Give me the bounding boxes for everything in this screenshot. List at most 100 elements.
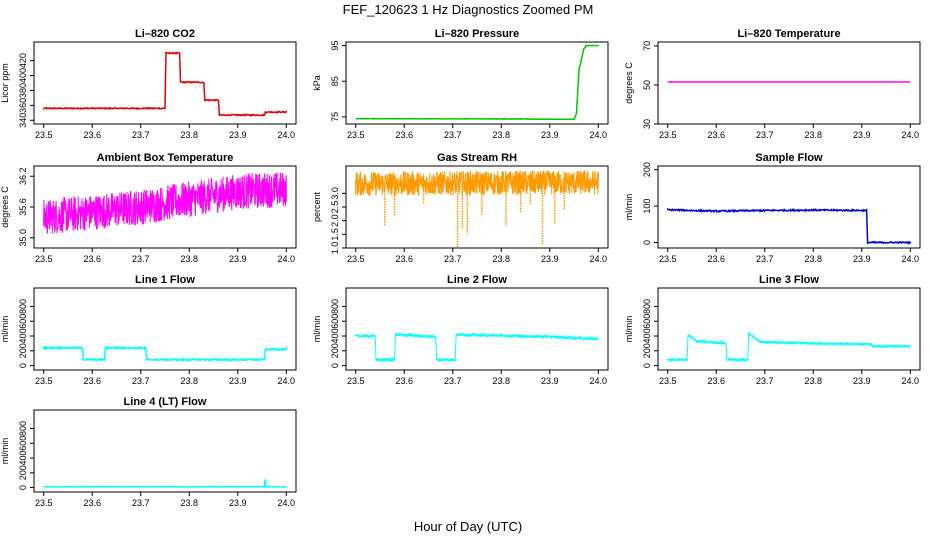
y-tick-label: 1.0 (330, 242, 340, 255)
x-tick-label: 23.6 (707, 130, 725, 140)
series-line (666, 207, 912, 245)
series-line (43, 172, 287, 234)
series-line (355, 331, 599, 363)
y-tick-label: 1.5 (330, 228, 340, 241)
x-tick-label: 23.6 (83, 254, 101, 264)
x-tick-label: 23.7 (756, 130, 774, 140)
panel-title: Li–820 CO2 (135, 28, 195, 40)
x-tick-label: 23.5 (35, 498, 53, 508)
y-tick-label: 400 (18, 68, 28, 83)
x-tick-label: 23.9 (229, 376, 247, 386)
plot-frame (657, 287, 921, 371)
x-tick-label: 23.5 (659, 130, 677, 140)
series-line (355, 44, 600, 121)
x-tick-label: 23.9 (853, 254, 871, 264)
y-tick-label: 400 (18, 329, 28, 344)
y-tick-label: 800 (18, 421, 28, 436)
series-line (42, 479, 288, 488)
x-tick-label: 23.8 (804, 130, 822, 140)
series-line (355, 169, 599, 198)
x-tick-label: 24.0 (590, 254, 608, 264)
plot-frame (33, 41, 297, 125)
panel-title: Line 1 Flow (135, 274, 195, 286)
y-tick-label: 400 (330, 329, 340, 344)
y-tick-label: 800 (18, 299, 28, 314)
x-tick-label: 23.8 (804, 376, 822, 386)
x-tick-label: 23.9 (541, 254, 559, 264)
plot-frame (33, 287, 297, 371)
panel-title: Line 2 Flow (447, 274, 507, 286)
panel-title: Line 4 (LT) Flow (124, 396, 207, 408)
y-tick-label: 36.2 (18, 167, 28, 185)
x-tick-label: 24.0 (278, 254, 296, 264)
x-tick-label: 23.9 (229, 498, 247, 508)
figure-title: FEF_120623 1 Hz Diagnostics Zoomed PM (343, 2, 594, 17)
panel-7: Line 2 Flow ml/min 23.5 23.6 23.7 23.8 23.9 24.… (312, 274, 609, 386)
x-tick-label: 23.5 (35, 376, 53, 386)
y-tick-label: 75 (330, 112, 340, 122)
y-tick-label: 35.6 (18, 198, 28, 216)
x-tick-label: 23.8 (180, 130, 198, 140)
y-tick-label: 200 (642, 162, 652, 177)
y-tick-label: 600 (18, 436, 28, 451)
panel-4: Gas Stream RH percent 23.5 23.6 23.7 23.8 23.9… (312, 152, 609, 264)
x-tick-label: 23.9 (853, 130, 871, 140)
y-tick-label: 100 (642, 199, 652, 214)
x-tick-label: 23.9 (229, 130, 247, 140)
panel-title: Gas Stream RH (437, 152, 517, 164)
x-tick-label: 23.6 (83, 130, 101, 140)
x-tick-label: 23.8 (492, 254, 510, 264)
x-tick-label: 23.9 (541, 130, 559, 140)
series-line (42, 345, 288, 363)
plot-frame (345, 287, 609, 371)
x-tick-label: 23.7 (444, 254, 462, 264)
y-axis-label: ml/min (624, 194, 634, 221)
y-tick-label: 400 (18, 451, 28, 466)
x-tick-label: 23.7 (444, 376, 462, 386)
x-tick-label: 23.8 (492, 130, 510, 140)
x-tick-label: 23.7 (132, 376, 150, 386)
panel-6: Line 1 Flow ml/min 23.5 23.6 23.7 23.8 23.9 24.… (0, 274, 297, 386)
x-tick-label: 23.5 (347, 376, 365, 386)
x-tick-label: 23.8 (492, 376, 510, 386)
panel-3: Ambient Box Temperature degrees C 23.5 23.6… (0, 152, 297, 264)
x-tick-label: 23.6 (707, 254, 725, 264)
x-tick-label: 23.7 (756, 376, 774, 386)
y-tick-label: 380 (18, 83, 28, 98)
x-tick-label: 23.5 (35, 130, 53, 140)
y-axis-label: percent (312, 191, 322, 222)
y-axis-label: degrees C (0, 186, 10, 228)
y-tick-label: 95 (330, 41, 340, 51)
y-axis-label: ml/min (312, 316, 322, 343)
x-tick-label: 23.6 (395, 130, 413, 140)
y-axis-label: ml/min (0, 438, 10, 465)
x-tick-label: 23.9 (541, 376, 559, 386)
x-tick-label: 24.0 (590, 376, 608, 386)
y-tick-label: 400 (642, 329, 652, 344)
y-tick-label: 200 (642, 343, 652, 358)
x-tick-label: 23.8 (180, 498, 198, 508)
x-tick-label: 23.6 (83, 376, 101, 386)
panel-title: Sample Flow (755, 152, 823, 164)
series-line (42, 50, 288, 117)
y-tick-label: 35.0 (18, 229, 28, 247)
y-tick-label: 360 (18, 98, 28, 113)
x-tick-label: 24.0 (278, 130, 296, 140)
y-tick-label: 70 (642, 41, 652, 51)
x-tick-label: 23.6 (395, 376, 413, 386)
panel-5: Sample Flow ml/min 23.5 23.6 23.7 23.8 23.9 24.… (624, 152, 921, 264)
x-tick-label: 23.7 (132, 498, 150, 508)
y-axis-label: kPa (312, 75, 322, 91)
x-tick-label: 24.0 (902, 130, 920, 140)
panel-9: Line 4 (LT) Flow ml/min 23.5 23.6 23.7 23.8 23… (0, 396, 297, 508)
y-tick-label: 420 (18, 53, 28, 68)
x-tick-label: 23.5 (659, 254, 677, 264)
y-tick-label: 85 (330, 76, 340, 86)
panel-0: Li–820 CO2 Licor ppm 23.5 23.6 23.7 23.8 23.9 2… (0, 28, 297, 140)
chart-panels: Li–820 CO2 Licor ppm 23.5 23.6 23.7 23.8 23.9 2… (0, 28, 921, 508)
plot-frame (345, 41, 609, 125)
x-tick-label: 23.6 (395, 254, 413, 264)
panel-title: Li–820 Temperature (737, 28, 840, 40)
x-tick-label: 23.9 (229, 254, 247, 264)
